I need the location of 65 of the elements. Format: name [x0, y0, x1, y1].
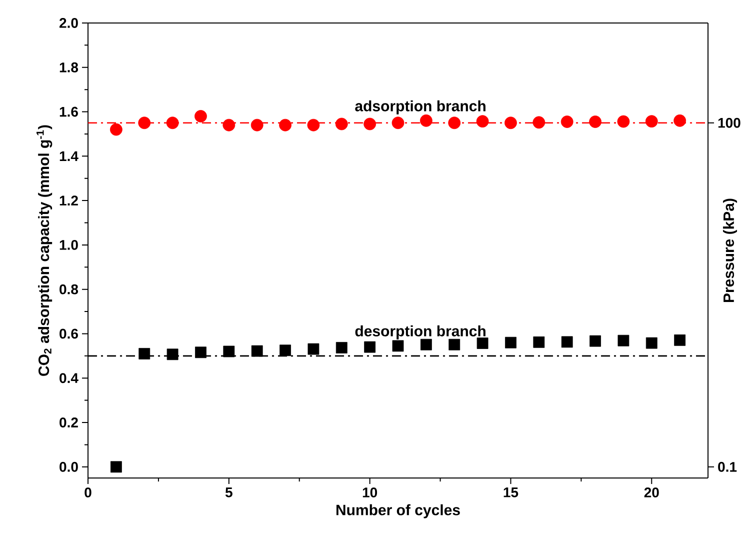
annotation: desorption branch — [355, 325, 486, 340]
x-tick-label: 10 — [362, 488, 378, 498]
y-tick-label: 1.8 — [60, 62, 78, 72]
point — [364, 118, 376, 130]
x-tick-label: 15 — [504, 488, 518, 498]
y-tick-label: 1.2 — [60, 196, 78, 206]
y-tick-label: 0.2 — [60, 418, 78, 428]
point — [251, 345, 263, 357]
x-tick-label: 5 — [225, 488, 232, 498]
point — [476, 338, 488, 349]
point — [166, 116, 179, 130]
point — [504, 116, 517, 130]
y-tick-label: 0.0 — [60, 462, 78, 472]
x-tick-label: 20 — [644, 488, 659, 498]
y-tick-label: 1.6 — [60, 106, 78, 117]
point — [138, 116, 151, 130]
point — [420, 338, 432, 350]
point — [646, 337, 658, 349]
point — [336, 342, 348, 354]
y-tick-label: 0.6 — [60, 328, 78, 339]
point — [617, 115, 630, 128]
point — [110, 461, 122, 473]
y-axis-title: CO$_{2}$ adsorption capacity (mmol g$^{-1}$) — [36, 125, 52, 376]
point — [308, 343, 320, 355]
point — [532, 116, 546, 129]
x-axis-title: Number of cycles — [336, 504, 460, 518]
point — [392, 116, 404, 130]
point — [448, 338, 460, 350]
point — [589, 116, 602, 128]
y-tick-label: 2.0 — [59, 18, 78, 28]
point — [476, 115, 489, 128]
point — [279, 118, 292, 132]
point — [505, 336, 516, 348]
point — [618, 334, 630, 346]
point — [250, 118, 264, 132]
point — [195, 346, 206, 358]
point — [420, 114, 432, 127]
point — [561, 336, 573, 348]
point — [280, 344, 291, 356]
annotation: adsorption branch — [355, 100, 486, 114]
point — [590, 335, 601, 347]
x-tick-label: 0 — [84, 488, 92, 498]
point — [194, 110, 207, 122]
point — [335, 118, 348, 130]
point — [645, 115, 658, 128]
y-tick-label: 1.0 — [60, 240, 78, 250]
point — [674, 334, 686, 346]
point — [166, 348, 178, 360]
point — [138, 348, 150, 360]
y-tick-label: 0.4 — [60, 373, 78, 384]
point — [448, 116, 461, 130]
point — [307, 118, 320, 132]
point — [392, 340, 404, 352]
y2-tick-label: 100 — [718, 118, 740, 128]
point — [222, 118, 236, 132]
point — [364, 341, 376, 353]
point — [560, 116, 574, 128]
y-tick-label: 1.4 — [60, 151, 78, 161]
y-tick-label: 0.8 — [60, 284, 78, 294]
point — [674, 114, 686, 127]
point — [223, 346, 235, 358]
y2-axis-title: Pressure (kPa) — [723, 198, 737, 302]
point — [110, 123, 122, 136]
y2-tick-label: 0.1 — [718, 462, 737, 472]
point — [533, 336, 545, 348]
